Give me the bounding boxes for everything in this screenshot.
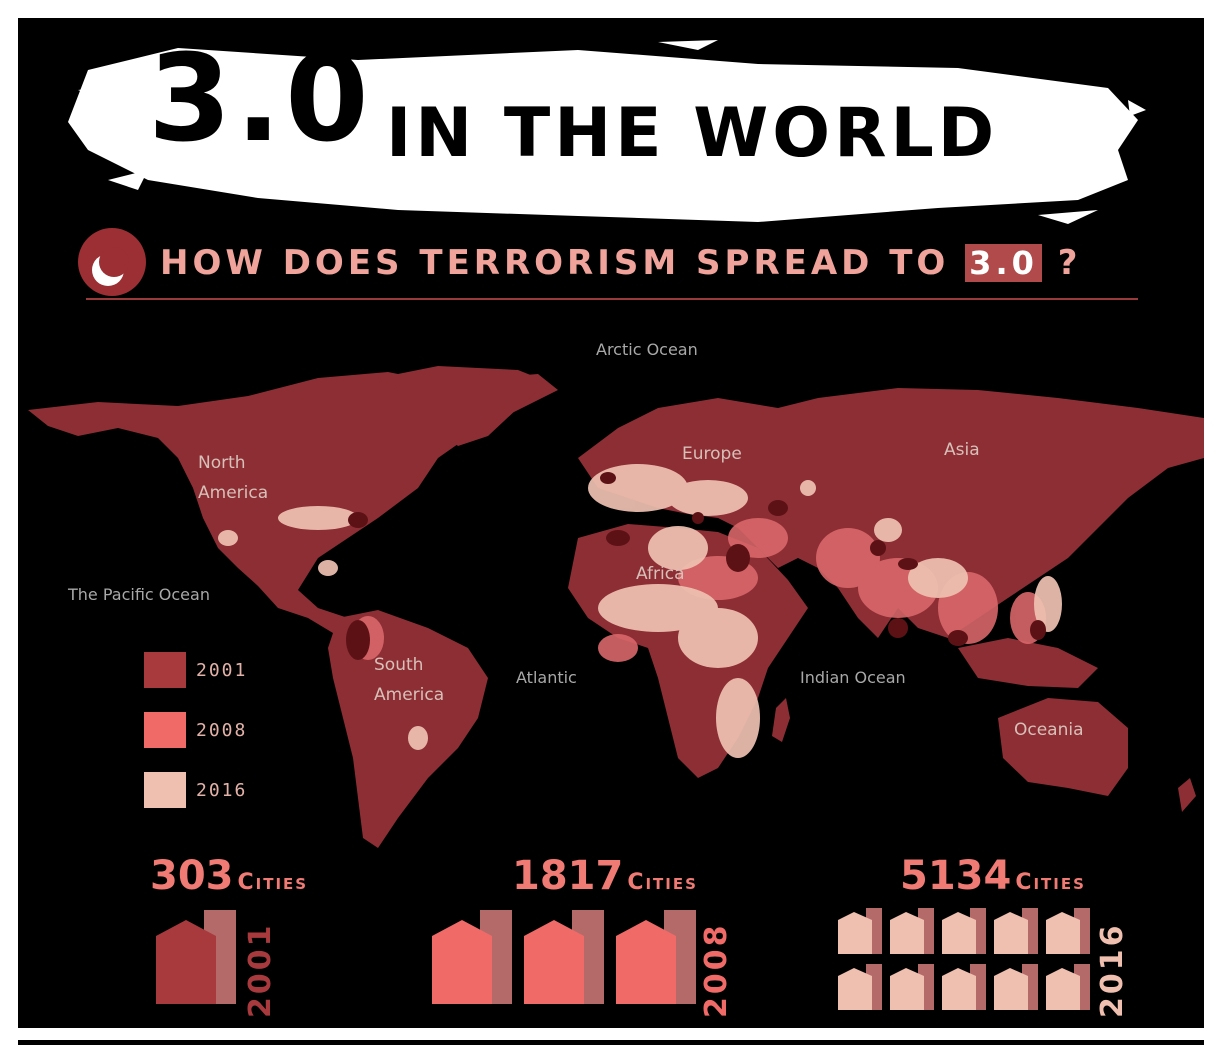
houses-2001 — [156, 910, 236, 1004]
houses-2016 — [838, 908, 1090, 1010]
subtitle-question-mark: ? — [1057, 243, 1082, 283]
legend-label-2016: 2016 — [196, 780, 248, 801]
subtitle-divider — [86, 298, 1138, 300]
subtitle-text: HOW DOES TERRORISM SPREAD TO — [160, 243, 950, 283]
label-arctic-ocean: Arctic Ocean — [596, 340, 698, 359]
stat-2008: 1817 Cities — [512, 856, 698, 896]
landmass-madagascar — [772, 698, 790, 742]
legend-label-2001: 2001 — [196, 660, 248, 681]
legend-item-2016: 2016 — [144, 772, 304, 812]
stat-2001: 303 Cities — [150, 856, 308, 896]
label-europe: Europe — [682, 444, 742, 464]
landmass-new-zealand — [1178, 778, 1196, 812]
bottom-divider — [18, 1040, 1204, 1045]
stat-2016: 5134 Cities — [900, 856, 1086, 896]
stat-count-2008: 1817 — [512, 853, 624, 899]
brush-stroke-banner — [68, 40, 1146, 224]
label-oceania: Oceania — [1014, 720, 1084, 740]
legend-swatch-2016 — [144, 772, 186, 808]
year-label-2001: 2001 — [243, 922, 278, 1019]
legend-swatch-2001 — [144, 652, 186, 688]
label-pacific-ocean: The Pacific Ocean — [68, 585, 210, 604]
title-text: IN THE WORLD — [386, 94, 999, 173]
label-indian-ocean: Indian Ocean — [800, 668, 906, 687]
year-label-2016: 2016 — [1095, 922, 1130, 1019]
crescent-logo-icon — [78, 228, 146, 296]
spread-areas-2001 — [346, 472, 1046, 660]
legend-item-2008: 2008 — [144, 712, 304, 752]
world-map — [28, 366, 1204, 848]
stat-unit-2008: Cities — [627, 870, 698, 895]
label-asia: Asia — [944, 440, 980, 460]
stat-count-2001: 303 — [150, 853, 234, 899]
landmass-greenland — [378, 366, 548, 446]
landmass-eurasia — [578, 388, 1204, 638]
landmass-north-america — [28, 372, 558, 638]
label-africa: Africa — [636, 564, 685, 584]
landmass-oceania — [998, 698, 1128, 796]
label-south-america: South America — [374, 655, 445, 705]
year-label-2008: 2008 — [699, 922, 734, 1019]
stat-unit-2016: Cities — [1015, 870, 1086, 895]
subtitle-highlight: 3.0 — [965, 244, 1042, 282]
title-number: 3.0 — [148, 30, 373, 169]
legend-label-2008: 2008 — [196, 720, 248, 741]
stat-unit-2001: Cities — [237, 870, 309, 895]
stat-count-2016: 5134 — [900, 853, 1012, 899]
subtitle: HOW DOES TERRORISM SPREAD TO 3.0 ? — [160, 243, 1082, 283]
spread-areas-2016 — [218, 464, 1062, 758]
label-north-america: North America — [198, 453, 269, 503]
legend-swatch-2008 — [144, 712, 186, 748]
infographic-panel: 3.0 IN THE WORLD HOW DOES TERRORISM SPRE… — [18, 18, 1204, 1028]
label-atlantic: Atlantic — [516, 668, 577, 687]
legend-item-2001: 2001 — [144, 652, 304, 692]
landmass-southeast-asia — [958, 638, 1098, 688]
landmass-south-america — [328, 610, 488, 848]
houses-2008 — [432, 910, 696, 1004]
